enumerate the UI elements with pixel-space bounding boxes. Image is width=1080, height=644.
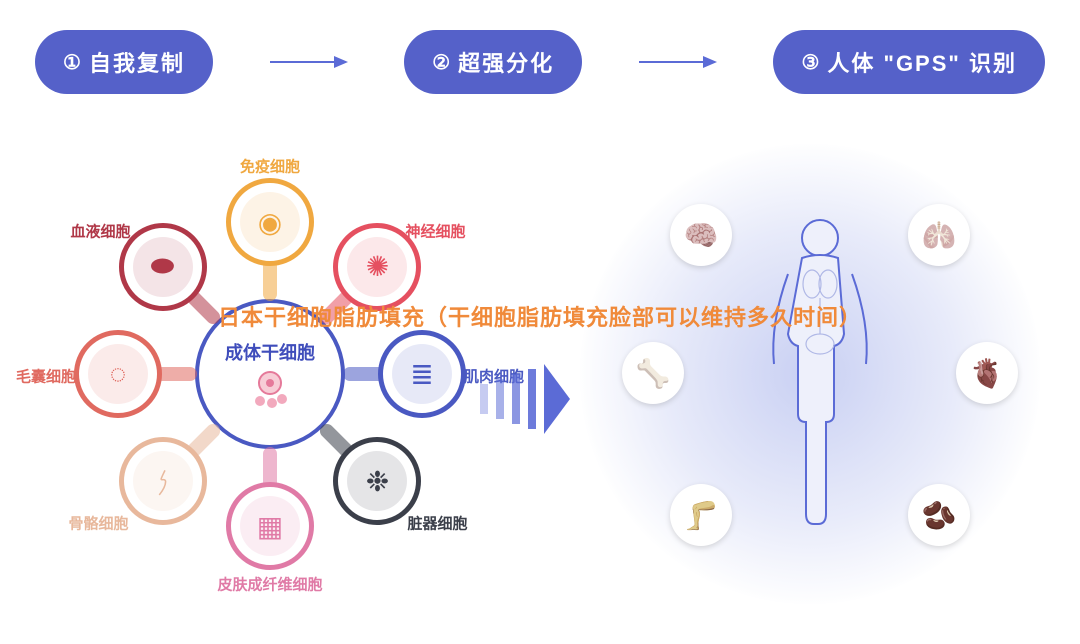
- stem-cell-icon: [240, 369, 300, 409]
- petal-blood: ⬬: [119, 223, 207, 311]
- step-number: ②: [432, 50, 450, 75]
- petal-label-nerve: 神经细胞: [405, 220, 465, 241]
- step-number: ①: [63, 50, 81, 75]
- header-steps: ① 自我复制 ② 超强分化 ③ 人体 "GPS" 识别: [0, 0, 1080, 94]
- arrow-icon: [270, 54, 348, 70]
- petal-hair: ◌: [74, 330, 162, 418]
- overlay-title: 日本干细胞脂肪填充（干细胞脂肪填充脸部可以维持多久时间）: [0, 300, 1080, 332]
- petal-muscle: ≣: [378, 330, 466, 418]
- organ-joint-icon: 🦵: [670, 484, 732, 546]
- petal-immune: ◉: [226, 178, 314, 266]
- content-area: 成体干细胞 ◉免疫细胞✺神经细胞≣肌肉细胞❉脏器细胞▦皮肤成纤维细胞𐤍骨骼细胞◌…: [0, 104, 1080, 644]
- petal-bone: 𐤍: [119, 437, 207, 525]
- organ-lungs-icon: 🫁: [908, 204, 970, 266]
- petal-label-blood: 血液细胞: [71, 220, 131, 241]
- step-text: 人体 "GPS" 识别: [827, 46, 1017, 78]
- radial-diagram: 成体干细胞 ◉免疫细胞✺神经细胞≣肌肉细胞❉脏器细胞▦皮肤成纤维细胞𐤍骨骼细胞◌…: [0, 104, 540, 644]
- transition-arrow-icon: [480, 364, 570, 439]
- step-pill-3: ③ 人体 "GPS" 识别: [773, 30, 1044, 94]
- hair-icon: ◌: [88, 344, 148, 404]
- bone-icon: 𐤍: [133, 451, 193, 511]
- human-body-panel: 🧠 🫁 🦴 🫀 🦵 🫘: [560, 124, 1060, 624]
- blood-icon: ⬬: [133, 237, 193, 297]
- immune-icon: ◉: [240, 192, 300, 252]
- visceral-icon: ❉: [347, 451, 407, 511]
- petal-label-hair: 毛囊细胞: [16, 366, 76, 387]
- arrow-icon: [639, 54, 717, 70]
- organ-heart-icon: 🫀: [956, 342, 1018, 404]
- muscle-icon: ≣: [392, 344, 452, 404]
- organ-kidney-icon: 🫘: [908, 484, 970, 546]
- center-label: 成体干细胞: [225, 339, 315, 365]
- nerve-icon: ✺: [347, 237, 407, 297]
- step-pill-1: ① 自我复制: [35, 30, 213, 94]
- step-text: 超强分化: [458, 46, 554, 78]
- petal-label-immune: 免疫细胞: [240, 156, 300, 177]
- organ-brain-icon: 🧠: [670, 204, 732, 266]
- step-number: ③: [801, 50, 819, 75]
- petal-label-fibro: 皮肤成纤维细胞: [217, 574, 322, 595]
- fibro-icon: ▦: [240, 496, 300, 556]
- step-pill-2: ② 超强分化: [404, 30, 582, 94]
- human-figure-icon: [760, 214, 880, 534]
- step-text: 自我复制: [89, 46, 185, 78]
- petal-label-bone: 骨骼细胞: [69, 513, 129, 534]
- petal-label-visceral: 脏器细胞: [407, 513, 467, 534]
- organ-bone2-icon: 🦴: [622, 342, 684, 404]
- petal-fibro: ▦: [226, 482, 314, 570]
